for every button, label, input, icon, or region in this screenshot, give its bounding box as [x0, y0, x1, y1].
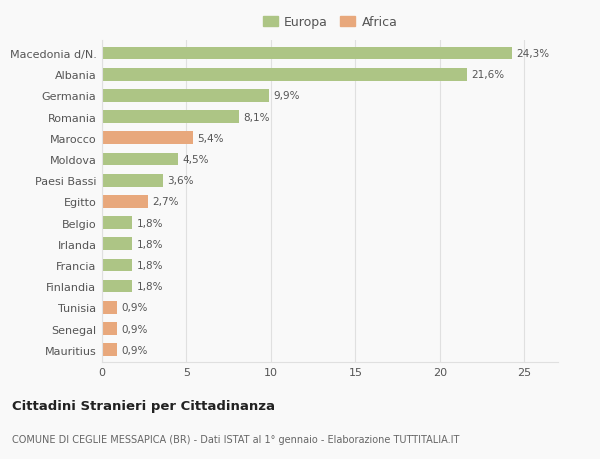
- Text: 0,9%: 0,9%: [121, 324, 148, 334]
- Text: 9,9%: 9,9%: [274, 91, 300, 101]
- Text: 0,9%: 0,9%: [121, 345, 148, 355]
- Text: 4,5%: 4,5%: [182, 155, 209, 165]
- Bar: [102, 69, 467, 82]
- Text: 1,8%: 1,8%: [137, 239, 163, 249]
- Text: 1,8%: 1,8%: [137, 281, 163, 291]
- Text: 3,6%: 3,6%: [167, 176, 194, 186]
- Text: COMUNE DI CEGLIE MESSAPICA (BR) - Dati ISTAT al 1° gennaio - Elaborazione TUTTIT: COMUNE DI CEGLIE MESSAPICA (BR) - Dati I…: [12, 434, 460, 444]
- Text: 8,1%: 8,1%: [243, 112, 269, 123]
- Text: 0,9%: 0,9%: [121, 302, 148, 313]
- Text: Cittadini Stranieri per Cittadinanza: Cittadini Stranieri per Cittadinanza: [12, 399, 275, 412]
- Bar: [102, 259, 133, 272]
- Text: 1,8%: 1,8%: [137, 260, 163, 270]
- Bar: [102, 238, 133, 251]
- Text: 24,3%: 24,3%: [517, 49, 550, 59]
- Legend: Europa, Africa: Europa, Africa: [260, 14, 400, 32]
- Bar: [102, 280, 133, 293]
- Text: 1,8%: 1,8%: [137, 218, 163, 228]
- Bar: [102, 301, 117, 314]
- Bar: [102, 132, 193, 145]
- Bar: [102, 90, 269, 103]
- Bar: [102, 344, 117, 356]
- Bar: [102, 153, 178, 166]
- Bar: [102, 322, 117, 335]
- Bar: [102, 48, 512, 60]
- Text: 2,7%: 2,7%: [152, 197, 178, 207]
- Text: 5,4%: 5,4%: [197, 134, 224, 144]
- Bar: [102, 196, 148, 208]
- Bar: [102, 217, 133, 230]
- Bar: [102, 174, 163, 187]
- Text: 21,6%: 21,6%: [471, 70, 504, 80]
- Bar: [102, 111, 239, 124]
